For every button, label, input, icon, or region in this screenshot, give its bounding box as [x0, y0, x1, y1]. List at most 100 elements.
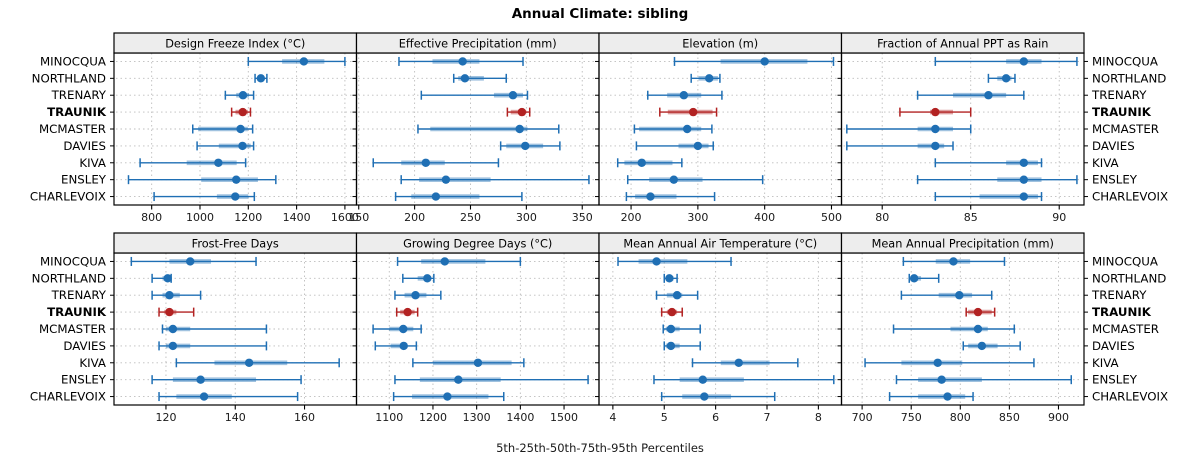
median-dot	[196, 375, 205, 384]
x-tick-label: 1100	[375, 411, 403, 424]
site-label-left-traunik: TRAUNIK	[47, 305, 107, 319]
site-label-left-minocqua: MINOCQUA	[40, 54, 106, 68]
median-dot	[669, 175, 679, 184]
median-dot	[931, 141, 940, 151]
site-label-right-minocqua: MINOCQUA	[1092, 54, 1158, 68]
median-dot	[955, 291, 964, 300]
median-dot	[399, 341, 408, 351]
series-northland	[663, 273, 678, 283]
series-kiva	[616, 158, 683, 168]
strip-title: Frost-Free Days	[192, 238, 279, 251]
median-dot	[1019, 57, 1029, 66]
median-dot	[256, 74, 266, 83]
median-dot	[186, 257, 195, 266]
strip-title: Fraction of Annual PPT as Rain	[877, 38, 1048, 51]
series-charlevoix	[392, 392, 505, 402]
median-dot	[421, 158, 430, 167]
median-dot	[299, 57, 309, 66]
series-northland	[987, 73, 1016, 83]
median-dot	[931, 107, 940, 117]
median-dot	[679, 91, 689, 100]
series-traunik	[965, 307, 996, 317]
x-tick-label: 800	[950, 411, 971, 424]
x-tick-label: 5	[661, 411, 668, 424]
series-trenary	[420, 90, 529, 100]
series-minocqua	[673, 56, 835, 66]
series-davies	[663, 341, 701, 351]
strip-title: Elevation (m)	[682, 38, 758, 51]
site-label-right-traunik: TRAUNIK	[1092, 305, 1152, 319]
median-dot	[238, 141, 247, 151]
x-tick-label: 1600	[331, 211, 359, 224]
median-dot	[1019, 158, 1029, 167]
x-tick-label: 850	[999, 411, 1020, 424]
median-dot	[168, 324, 178, 334]
site-label-left-ensley: ENSLEY	[61, 173, 107, 187]
site-label-right-mcmaster: MCMASTER	[1092, 322, 1159, 336]
series-ensley	[653, 375, 835, 385]
median-dot	[165, 307, 174, 317]
x-tick-label: 1200	[234, 211, 262, 224]
series-minocqua	[247, 56, 346, 66]
x-tick-label: 150	[348, 211, 369, 224]
series-trenary	[394, 290, 442, 300]
x-tick-label: 200	[404, 211, 425, 224]
series-trenary	[655, 290, 699, 300]
series-northland	[402, 273, 435, 283]
x-tick-label: 85	[964, 211, 978, 224]
x-tick-label: 800	[141, 211, 162, 224]
site-label-right-northland: NORTHLAND	[1092, 271, 1166, 285]
series-trenary	[916, 90, 1025, 100]
median-dot	[508, 91, 518, 100]
panel-mean-annual-precipitation: Mean Annual Precipitation (mm) 700 750 800 8…	[837, 232, 1088, 424]
median-dot	[403, 307, 412, 317]
median-dot	[521, 141, 530, 151]
strip-header	[840, 232, 1085, 254]
series-davies	[962, 341, 1021, 351]
median-dot	[973, 307, 983, 317]
x-tick-label: 750	[901, 411, 922, 424]
series-minocqua	[398, 56, 524, 66]
median-dot	[232, 175, 241, 184]
site-label-right-ensley: ENSLEY	[1092, 373, 1138, 387]
x-tick-label: 250	[460, 211, 481, 224]
median-dot	[682, 124, 692, 134]
series-davies	[499, 141, 561, 151]
median-dot	[949, 257, 958, 266]
series-mcmaster	[846, 124, 972, 134]
x-tick-label: 90	[1052, 211, 1066, 224]
site-label-left-ensley: ENSLEY	[61, 373, 107, 387]
median-dot	[666, 324, 676, 334]
strip-title: Design Freeze Index (°C)	[165, 38, 305, 51]
series-davies	[374, 341, 418, 351]
median-dot	[443, 392, 452, 401]
median-dot	[652, 257, 661, 266]
site-label-right-trenary: TRENARY	[1091, 288, 1147, 302]
panel-fraction-annual-ppt-as-rain: Fraction of Annual PPT as Rain 80 85 90	[837, 32, 1088, 224]
series-mcmaster	[372, 324, 422, 334]
median-dot	[931, 124, 940, 134]
series-mcmaster	[191, 124, 254, 134]
x-tick-label: 7	[764, 411, 771, 424]
x-tick-label: 1400	[283, 211, 311, 224]
series-ensley	[400, 175, 590, 185]
median-dot	[666, 341, 676, 351]
site-label-right-charlevoix: CHARLEVOIX	[1092, 390, 1168, 404]
x-axis-label: 5th-25th-50th-75th-95th Percentiles	[496, 441, 704, 455]
median-dot	[705, 74, 714, 83]
median-dot	[665, 274, 674, 283]
x-tick-label: 400	[754, 211, 775, 224]
median-dot	[238, 107, 247, 117]
series-northland	[452, 73, 507, 83]
median-dot	[238, 91, 248, 100]
site-label-left-kiva: KIVA	[79, 156, 106, 170]
series-mcmaster	[662, 324, 701, 334]
series-kiva	[372, 158, 500, 168]
x-tick-label: 300	[687, 211, 708, 224]
x-tick-label: 900	[1048, 411, 1069, 424]
median-dot	[637, 158, 646, 167]
median-dot	[672, 291, 682, 300]
x-tick-label: 4	[609, 411, 616, 424]
series-trenary	[647, 90, 723, 100]
